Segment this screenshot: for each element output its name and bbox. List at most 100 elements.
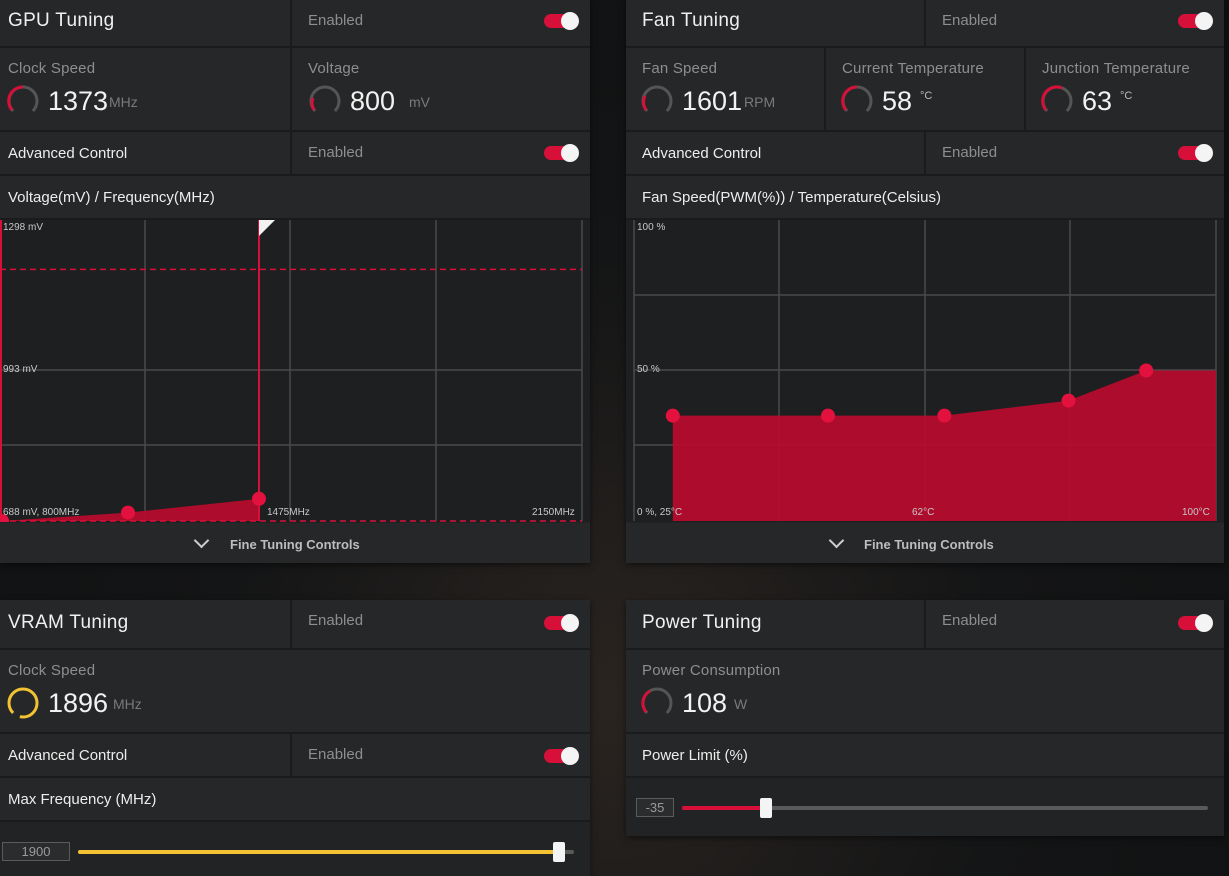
ft-point-4	[1139, 363, 1154, 378]
power-limit-slider[interactable]	[682, 798, 1208, 818]
gpu-voltage-metric: Voltage 800 mV	[290, 48, 590, 130]
ft-ytick-top: 100 %	[637, 222, 666, 233]
fan-tuning-title: Fan Tuning	[642, 10, 741, 31]
vf-xtick-2150: 2150MHz	[532, 507, 575, 518]
vram-maxfreq-label: Max Frequency (MHz)	[8, 791, 157, 808]
fan-fine-tuning-label: Fine Tuning Controls	[864, 537, 994, 552]
gpu-clock-unit: MHz	[109, 94, 138, 110]
current-temperature-metric: Current Temperature 58 °C	[824, 48, 1024, 130]
fan-tuning-panel: Fan Tuning Enabled Fan Speed 1601 RPM Cu…	[626, 0, 1224, 563]
gpu-tuning-title: GPU Tuning	[8, 10, 115, 31]
fan-advanced-enabled-label: Enabled	[942, 144, 998, 161]
fan-advanced-label: Advanced Control	[642, 145, 762, 162]
vram-clock-label: Clock Speed	[8, 662, 96, 679]
gpu-advanced-row: Advanced Control Enabled	[0, 132, 590, 176]
vf-origin-label: 688 mV, 800MHz	[3, 507, 80, 518]
vram-clock-metric: Clock Speed 1896 MHz	[0, 650, 590, 732]
power-limit-input[interactable]: -35	[636, 798, 674, 817]
current-temperature-label: Current Temperature	[842, 60, 984, 77]
gpu-tuning-enabled-label: Enabled	[308, 12, 364, 29]
gpu-clock-metric: Clock Speed 1373 MHz	[0, 48, 290, 130]
power-limit-row: Power Limit (%)	[626, 734, 1224, 778]
power-metrics-row: Power Consumption 108 W	[626, 650, 1224, 734]
power-tuning-enabled-label: Enabled	[942, 612, 998, 629]
power-consumption-unit: W	[734, 696, 748, 712]
voltage-frequency-plot	[0, 220, 583, 522]
ft-point-0	[665, 408, 680, 423]
toggle-knob	[561, 614, 579, 632]
gpu-tuning-panel: GPU Tuning Enabled Clock Speed 1373 MHz …	[0, 0, 590, 563]
power-consumption-metric: Power Consumption 108 W	[626, 650, 1224, 732]
junction-temperature-gauge-icon	[1041, 85, 1073, 117]
ft-area	[672, 370, 1216, 521]
fan-chart-title-row: Fan Speed(PWM(%)) / Temperature(Celsius)	[626, 176, 1224, 220]
fan-metrics-row: Fan Speed 1601 RPM Current Temperature 5…	[626, 48, 1224, 132]
fan-speed-gauge-icon	[641, 85, 673, 117]
junction-temperature-label: Junction Temperature	[1042, 60, 1190, 77]
fan-chart-title: Fan Speed(PWM(%)) / Temperature(Celsius)	[642, 189, 941, 206]
chevron-down-icon	[193, 532, 210, 549]
gpu-advanced-toggle[interactable]	[544, 144, 579, 162]
fan-tuning-toggle[interactable]	[1178, 12, 1213, 30]
vram-tuning-title: VRAM Tuning	[8, 612, 129, 633]
current-temperature-value: 58	[882, 86, 913, 116]
fan-fine-tuning-button[interactable]: Fine Tuning Controls	[626, 523, 1224, 563]
vram-clock-unit: MHz	[113, 696, 142, 712]
fan-advanced-row: Advanced Control Enabled	[626, 132, 1224, 176]
vram-clock-value: 1896	[48, 688, 109, 718]
vram-maxfreq-slider-thumb[interactable]	[553, 842, 566, 862]
vram-advanced-label: Advanced Control	[8, 747, 128, 764]
gpu-voltage-label: Voltage	[308, 60, 360, 77]
ft-xtick-100: 100°C	[1182, 507, 1210, 518]
vram-maxfreq-slider-fill	[78, 850, 560, 854]
vf-marker-flag-icon	[259, 220, 275, 236]
toggle-knob	[561, 12, 579, 30]
vram-advanced-row: Advanced Control Enabled	[0, 734, 590, 778]
vram-tuning-enabled-label: Enabled	[308, 612, 364, 629]
fan-speed-value: 1601	[682, 86, 743, 116]
gpu-advanced-enabled-label: Enabled	[308, 144, 364, 161]
gpu-fine-tuning-button[interactable]: Fine Tuning Controls	[0, 523, 590, 563]
vf-area	[0, 498, 259, 521]
junction-temperature-unit: °C	[1120, 90, 1133, 102]
gpu-tuning-toggle[interactable]	[544, 12, 579, 30]
ft-origin-label: 0 %, 25°C	[637, 507, 683, 518]
vram-maxfreq-row: Max Frequency (MHz)	[0, 778, 590, 822]
power-tuning-header: Power Tuning Enabled	[626, 600, 1224, 650]
gpu-chart-title-row: Voltage(mV) / Frequency(MHz)	[0, 176, 590, 220]
vram-advanced-toggle[interactable]	[544, 747, 579, 765]
vram-tuning-header: VRAM Tuning Enabled	[0, 600, 590, 650]
chevron-down-icon	[828, 532, 845, 549]
gpu-voltage-unit: mV	[409, 94, 430, 110]
gpu-tuning-header: GPU Tuning Enabled	[0, 0, 590, 48]
junction-temperature-value: 63	[1082, 86, 1113, 116]
vf-xtick-1475: 1475MHz	[267, 507, 310, 518]
fan-tuning-enabled-label: Enabled	[942, 12, 998, 29]
vram-maxfreq-input[interactable]: 1900	[2, 842, 70, 861]
vf-point-0	[0, 514, 9, 522]
gpu-voltage-gauge-icon	[309, 85, 341, 117]
vram-tuning-toggle[interactable]	[544, 614, 579, 632]
toggle-knob	[1195, 12, 1213, 30]
vram-metrics-row: Clock Speed 1896 MHz	[0, 650, 590, 734]
toggle-knob	[561, 144, 579, 162]
fan-tuning-header: Fan Tuning Enabled	[626, 0, 1224, 48]
voltage-frequency-chart[interactable]: 1298 mV 993 mV 688 mV, 800MHz 1475MHz 21…	[0, 220, 590, 522]
vf-point-2	[252, 491, 266, 506]
fan-advanced-toggle[interactable]	[1178, 144, 1213, 162]
fan-speed-label: Fan Speed	[642, 60, 718, 77]
vram-maxfreq-slider[interactable]	[78, 842, 574, 862]
gpu-advanced-label: Advanced Control	[8, 145, 128, 162]
power-limit-label: Power Limit (%)	[642, 747, 748, 764]
toggle-knob	[1195, 614, 1213, 632]
gpu-fine-tuning-label: Fine Tuning Controls	[230, 537, 360, 552]
power-tuning-toggle[interactable]	[1178, 614, 1213, 632]
fan-speed-unit: RPM	[744, 94, 776, 110]
vram-tuning-panel: VRAM Tuning Enabled Clock Speed 1896 MHz…	[0, 600, 590, 876]
power-tuning-panel: Power Tuning Enabled Power Consumption 1…	[626, 600, 1224, 836]
ft-ytick-mid: 50 %	[637, 364, 660, 375]
fan-temperature-chart[interactable]: 100 % 50 % 0 %, 25°C 62°C 100°C	[626, 220, 1224, 522]
gpu-clock-value: 1373	[48, 86, 109, 116]
current-temperature-unit: °C	[920, 90, 933, 102]
power-limit-slider-thumb[interactable]	[760, 798, 773, 818]
